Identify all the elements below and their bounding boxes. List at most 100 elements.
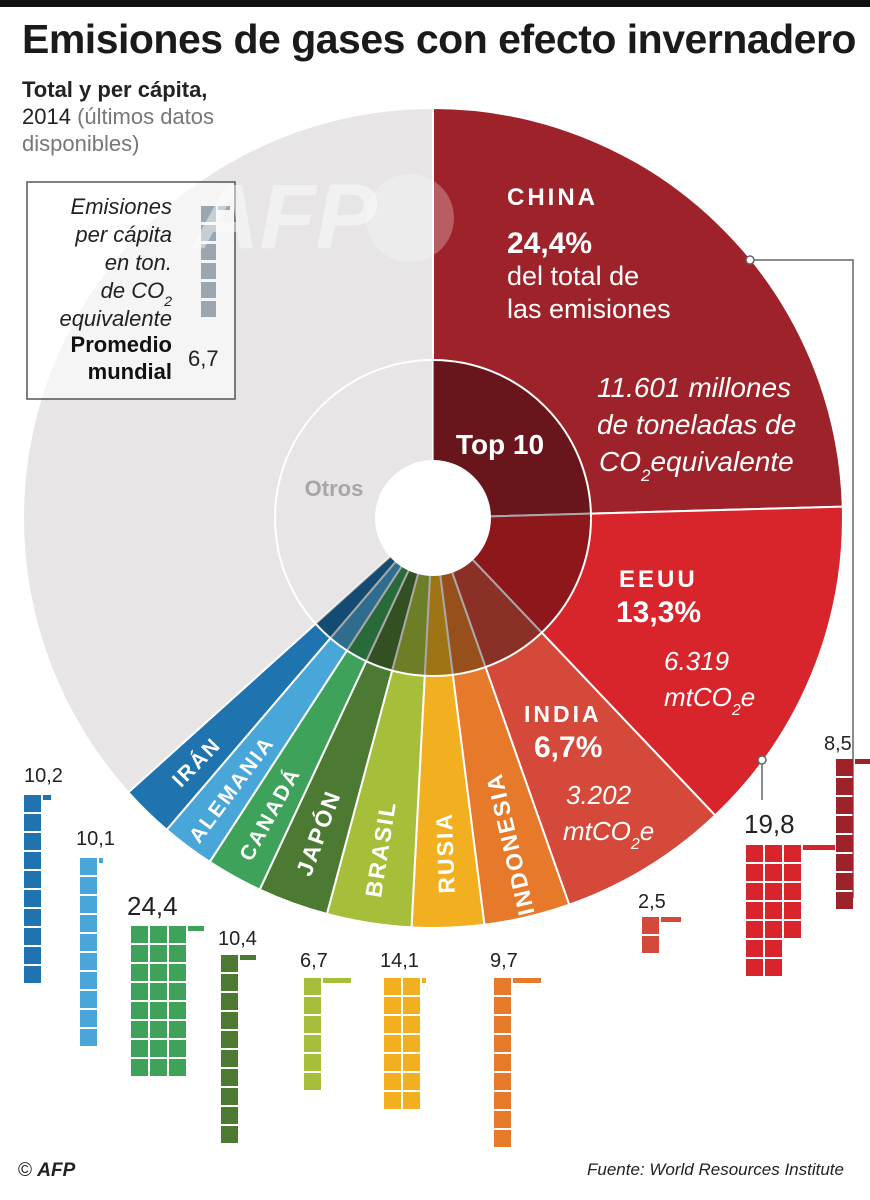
per-capita-cell-brasil: [304, 1035, 321, 1052]
per-capita-cell-canadá: [131, 926, 148, 943]
legend-line-0: Emisiones: [71, 194, 172, 219]
per-capita-fraction-china: [855, 759, 870, 764]
afp-watermark-text: AFP: [596, 1028, 783, 1130]
per-capita-cell-eeuu: [746, 902, 763, 919]
per-capita-fraction-rusia: [422, 978, 426, 983]
per-capita-cell-canadá: [150, 1040, 167, 1057]
usa-amount: 6.319: [664, 646, 729, 676]
per-capita-cell-canadá: [131, 983, 148, 1000]
per-capita-cell-irán: [24, 947, 41, 964]
legend-average-cell: [201, 206, 216, 222]
per-capita-cell-alemania: [80, 991, 97, 1008]
per-capita-cell-japón: [221, 974, 238, 991]
per-capita-cell-alemania: [80, 1029, 97, 1046]
per-capita-cell-eeuu: [784, 921, 801, 938]
per-capita-label-rusia: 14,1: [380, 950, 419, 972]
per-capita-cell-canadá: [131, 1002, 148, 1019]
per-capita-label-eeuu: 19,8: [744, 809, 795, 839]
per-capita-cell-canadá: [150, 926, 167, 943]
slice-eeuu: [430, 505, 844, 817]
china-name: CHINA: [507, 184, 598, 211]
per-capita-cell-rusia: [384, 1073, 401, 1090]
leader-lines: [745, 255, 854, 898]
subtitle: Total y per cápita, 2014 (últimos datos …: [22, 76, 214, 157]
per-capita-cell-eeuu: [746, 883, 763, 900]
per-capita-cell-alemania: [80, 915, 97, 932]
per-capita-cell-indonesia: [494, 997, 511, 1014]
per-capita-cell-canadá: [169, 1021, 186, 1038]
per-capita-fraction-brasil: [323, 978, 351, 983]
per-capita-cell-canadá: [131, 1040, 148, 1057]
footer-source: Fuente: World Resources Institute: [586, 1160, 844, 1179]
per-capita-cell-japón: [221, 1069, 238, 1086]
per-capita-cell-irán: [24, 833, 41, 850]
per-capita-cell-rusia: [403, 1016, 420, 1033]
per-capita-cell-canadá: [169, 945, 186, 962]
legend-average-cell: [201, 301, 216, 317]
legend-line-2: en ton.: [105, 250, 172, 275]
legend-average-fraction: [218, 206, 230, 210]
per-capita-cell-indonesia: [494, 1054, 511, 1071]
per-capita-cell-irán: [24, 966, 41, 983]
per-capita-cell-canadá: [150, 1059, 167, 1076]
per-capita-cell-japón: [221, 1126, 238, 1143]
per-capita-label-alemania: 10,1: [76, 828, 115, 850]
per-capita-cell-canadá: [169, 1002, 186, 1019]
per-capita-cell-canadá: [131, 1021, 148, 1038]
per-capita-cell-irán: [24, 795, 41, 812]
afp-watermark-ball: [771, 1036, 859, 1124]
per-capita-cell-canadá: [150, 1021, 167, 1038]
per-capita-cell-rusia: [384, 997, 401, 1014]
china-amount-unit: equivalente: [650, 446, 793, 477]
per-capita-cell-alemania: [80, 858, 97, 875]
page-title: Emisiones de gases con efecto invernader…: [22, 16, 856, 62]
legend-average-cell: [201, 263, 216, 279]
per-capita-cell-rusia: [384, 1092, 401, 1109]
per-capita-cell-brasil: [304, 978, 321, 995]
legend-line-4: equivalente: [59, 306, 172, 331]
per-capita-cell-china: [836, 854, 853, 871]
slice-china: [432, 106, 844, 520]
pie-center: Top 10 Otros: [274, 359, 592, 677]
china-share: 24,4%: [507, 227, 592, 260]
per-capita-cell-irán: [24, 852, 41, 869]
afp-watermark-text: AFP: [191, 166, 378, 268]
india-unit-subscript: 2: [630, 836, 640, 853]
per-capita-cell-canadá: [169, 964, 186, 981]
per-capita-label-irán: 10,2: [24, 765, 63, 787]
per-capita-cell-china: [836, 797, 853, 814]
per-capita-cell-eeuu: [784, 845, 801, 862]
per-capita-label-canadá: 24,4: [127, 891, 178, 921]
per-capita-cell-irán: [24, 890, 41, 907]
per-capita-fraction-indonesia: [513, 978, 541, 983]
usa-name: EEUU: [619, 566, 698, 593]
india-unit-end: e: [640, 816, 654, 846]
per-capita-fraction-india: [661, 917, 681, 922]
slice-india: [432, 517, 717, 906]
per-capita-cell-canadá: [150, 945, 167, 962]
per-capita-cell-rusia: [384, 1035, 401, 1052]
subtitle-year: 2014: [22, 104, 71, 129]
per-capita-fraction-japón: [240, 955, 256, 960]
per-capita-cell-indonesia: [494, 1092, 511, 1109]
china-amount-1: 11.601 millones: [597, 372, 791, 403]
per-capita-cell-indonesia: [494, 1111, 511, 1128]
per-capita-cell-indonesia: [494, 978, 511, 995]
per-capita-cell-rusia: [403, 978, 420, 995]
otros-label: Otros: [305, 476, 364, 501]
afp-watermark-ball: [771, 66, 859, 154]
per-capita-cell-china: [836, 835, 853, 852]
per-capita-cell-eeuu: [765, 902, 782, 919]
per-capita-cell-canadá: [131, 945, 148, 962]
per-capita-cell-japón: [221, 1012, 238, 1029]
subtitle-bold: Total y per cápita,: [22, 77, 208, 102]
china-leader-line: [750, 259, 854, 898]
per-capita-cell-eeuu: [765, 959, 782, 976]
footer-copyright: © AFP: [18, 1160, 75, 1182]
per-capita-cell-canadá: [150, 1002, 167, 1019]
per-capita-cell-canadá: [169, 983, 186, 1000]
per-capita-cell-irán: [24, 814, 41, 831]
per-capita-cell-canadá: [131, 964, 148, 981]
